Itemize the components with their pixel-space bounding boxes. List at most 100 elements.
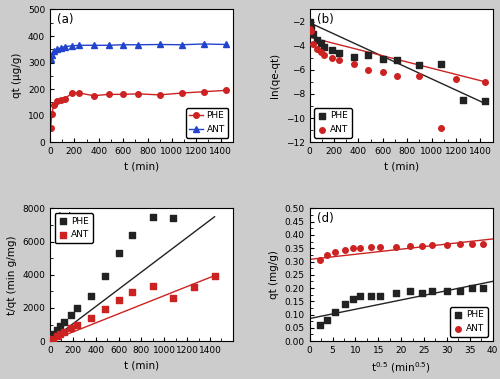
PHE	[416, 62, 424, 68]
PHE	[46, 337, 54, 343]
PHE	[49, 112, 55, 117]
ANT	[69, 44, 75, 48]
ANT	[328, 55, 336, 61]
PHE	[364, 52, 372, 58]
ANT	[428, 242, 436, 248]
ANT	[76, 43, 82, 48]
PHE	[330, 309, 338, 315]
ANT	[170, 295, 177, 301]
ANT	[210, 273, 218, 279]
PHE	[443, 288, 451, 294]
PHE	[56, 323, 64, 329]
ANT	[87, 315, 95, 321]
ANT	[306, 26, 314, 32]
PHE	[479, 285, 487, 291]
PHE	[69, 91, 75, 96]
PHE	[54, 99, 60, 103]
PHE	[48, 335, 56, 341]
PHE	[156, 92, 162, 97]
PHE	[394, 57, 402, 63]
X-axis label: t (min): t (min)	[124, 360, 159, 371]
PHE	[328, 47, 336, 53]
ANT	[74, 321, 82, 327]
Legend: PHE, ANT: PHE, ANT	[54, 213, 92, 243]
PHE	[200, 89, 206, 94]
PHE	[367, 293, 375, 299]
ANT	[53, 334, 61, 340]
ANT	[48, 56, 54, 61]
PHE	[66, 312, 74, 318]
Legend: PHE, ANT: PHE, ANT	[314, 108, 352, 138]
ANT	[128, 289, 136, 295]
ANT	[91, 43, 97, 48]
PHE	[53, 327, 61, 333]
Text: (a): (a)	[58, 14, 74, 27]
ANT	[349, 245, 357, 251]
PHE	[48, 125, 54, 130]
PHE	[324, 317, 332, 323]
ANT	[406, 243, 414, 249]
PHE	[170, 215, 177, 221]
ANT	[106, 43, 112, 48]
PHE	[313, 37, 321, 43]
ANT	[50, 336, 58, 342]
ANT	[222, 42, 228, 47]
ANT	[443, 242, 451, 248]
ANT	[394, 73, 402, 79]
PHE	[316, 40, 324, 46]
PHE	[392, 290, 400, 296]
ANT	[320, 52, 328, 58]
PHE	[456, 288, 464, 294]
ANT	[418, 243, 426, 249]
ANT	[316, 49, 324, 55]
PHE	[376, 293, 384, 299]
ANT	[48, 337, 56, 343]
Text: (b): (b)	[317, 14, 334, 27]
PHE	[91, 94, 97, 98]
ANT	[392, 244, 400, 250]
ANT	[456, 241, 464, 247]
ANT	[54, 47, 60, 52]
ANT	[416, 73, 424, 79]
PHE	[310, 31, 318, 37]
ANT	[66, 325, 74, 331]
PHE	[350, 53, 358, 60]
ANT	[376, 244, 384, 250]
ANT	[101, 306, 109, 312]
ANT	[200, 42, 206, 46]
ANT	[190, 284, 198, 290]
ANT	[178, 42, 184, 47]
ANT	[324, 252, 332, 258]
ANT	[135, 42, 141, 47]
X-axis label: t$^{0.5}$ (min$^{0.5}$): t$^{0.5}$ (min$^{0.5}$)	[371, 360, 431, 375]
PHE	[106, 92, 112, 97]
PHE	[62, 97, 68, 101]
PHE	[87, 293, 95, 299]
ANT	[479, 241, 487, 247]
ANT	[468, 241, 476, 247]
Legend: PHE, ANT: PHE, ANT	[186, 108, 228, 138]
ANT	[308, 28, 316, 34]
PHE	[306, 19, 314, 25]
ANT	[56, 331, 64, 337]
PHE	[128, 232, 136, 238]
ANT	[356, 245, 364, 251]
PHE	[428, 288, 436, 294]
PHE	[58, 97, 64, 102]
PHE	[114, 250, 122, 256]
X-axis label: t (min): t (min)	[384, 161, 418, 172]
ANT	[341, 246, 349, 252]
ANT	[149, 283, 157, 290]
PHE	[50, 331, 58, 337]
Y-axis label: t/qt (min g/mg): t/qt (min g/mg)	[6, 235, 16, 315]
PHE	[335, 50, 343, 56]
PHE	[316, 322, 324, 328]
Text: (c): (c)	[58, 212, 73, 226]
ANT	[49, 52, 55, 57]
Y-axis label: qt (μg/g): qt (μg/g)	[12, 53, 22, 99]
PHE	[76, 91, 82, 96]
ANT	[156, 42, 162, 47]
ANT	[120, 42, 126, 47]
Y-axis label: ln(qe-qt): ln(qe-qt)	[270, 53, 280, 99]
X-axis label: t (min): t (min)	[124, 161, 159, 172]
